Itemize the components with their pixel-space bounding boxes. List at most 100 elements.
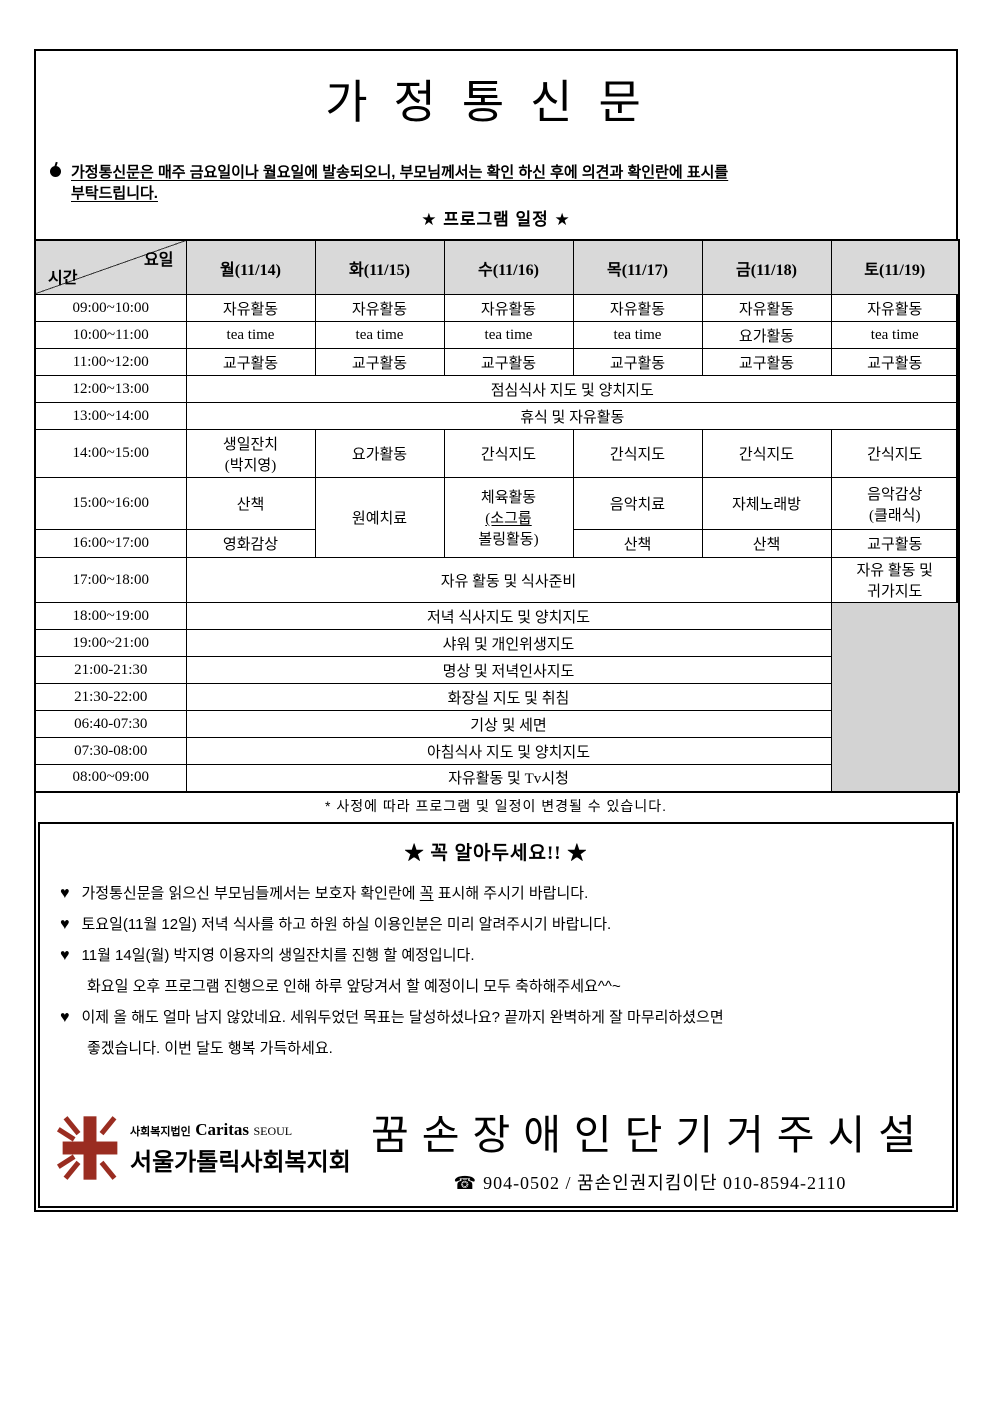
time-cell: 07:30-08:00 [34,737,187,765]
org-name: 서울가톨릭사회복지회 [130,1148,351,1176]
cell-line: 볼링활동) [478,532,539,548]
schedule-cell: 교구활동 [443,348,574,376]
time-cell: 13:00~14:00 [34,402,187,430]
schedule-cell-merged: 기상 및 세면 [185,710,832,738]
time-cell: 08:00~09:00 [34,764,187,792]
schedule-cell: 간식지도 [572,429,703,478]
facility-name: 꿈손장애인단기거주시설 [371,1112,929,1158]
schedule-cell: 교구활동 [185,348,316,376]
schedule-cell: 간식지도 [701,429,832,478]
heart-icon: ♥ [60,916,70,933]
schedule-row: 06:40-07:30 기상 및 세면 [34,710,959,738]
time-cell: 14:00~15:00 [34,429,187,478]
schedule-cell-merged: 자유 활동 및 식사준비 [185,557,832,603]
schedule-footnote: * 사정에 따라 프로그램 및 일정이 변경될 수 있습니다. [325,798,667,814]
notice-paragraph: 가정통신문은 매주 금요일이나 월요일에 발송되오니, 부모님께서는 확인 하신… [50,162,950,204]
schedule-cell-merged: 자유활동 및 Tv시청 [185,764,832,792]
time-cell: 10:00~11:00 [34,321,187,349]
schedule-row: 07:30-08:00 아침식사 지도 및 양치지도 [34,737,959,765]
schedule-cell-merged: 아침식사 지도 및 양치지도 [185,737,832,765]
schedule-header-row: 요일 시간 월(11/14) 화(11/15) 수(11/16) 목(11/17… [34,239,960,295]
corner-time-label: 시간 [48,270,78,287]
notice-line-1: 가정통신문은 매주 금요일이나 월요일에 발송되오니, 부모님께서는 확인 하신… [71,164,729,181]
time-cell: 09:00~10:00 [34,294,187,322]
schedule-cell: tea time [830,321,960,349]
schedule-cell: 간식지도 [443,429,574,478]
schedule-cell: 자유활동 [185,294,316,322]
note-text-pre: 가정통신문을 읽으신 부모님들께서는 보호자 확인란에 [81,885,420,902]
schedule-cell-merged: 샤워 및 개인위생지도 [185,629,832,657]
time-cell: 12:00~13:00 [34,375,187,403]
notes-box: ★ 꼭 알아두세요!! ★ ♥ 가정통신문을 읽으신 부모님들께서는 보호자 확… [38,822,954,1208]
time-cell: 21:30-22:00 [34,683,187,711]
schedule-cell-merged: 점심식사 지도 및 양치지도 [185,375,960,403]
schedule-cell: 음악치료 [572,477,703,530]
org-line1: 사회복지법인 Caritas SEOUL [130,1120,351,1140]
schedule-cell: 자유활동 [572,294,703,322]
schedule-row: 10:00~11:00 tea time tea time tea time t… [34,321,960,349]
schedule-row: 12:00~13:00 점심식사 지도 및 양치지도 [34,375,960,403]
cell-line-underlined: (소그룹 [485,511,532,527]
org-logo-block: 사회복지법인 Caritas SEOUL 서울가톨릭사회복지회 [54,1105,362,1191]
facility-block: 꿈손장애인단기거주시설 ☎ 904-0502 / 꿈손인권지킴이단 010-859… [362,1101,938,1195]
time-cell: 21:00-21:30 [34,656,187,684]
schedule-cell-merged: 휴식 및 자유활동 [185,402,960,430]
schedule-row: 13:00~14:00 휴식 및 자유활동 [34,402,960,430]
page-title: 가정통신문 [325,77,667,128]
facility-phone: ☎ 904-0502 / 꿈손인권지킴이단 010-8594-2110 [362,1169,938,1195]
schedule-row: 21:00-21:30 명상 및 저녁인사지도 [34,656,959,684]
time-cell: 15:00~16:00 [34,477,187,530]
schedule-cell: 자유활동 [701,294,832,322]
schedule-cell: 교구활동 [701,348,832,376]
schedule-cell-merged: 명상 및 저녁인사지도 [185,656,832,684]
phone-icon: ☎ [453,1173,478,1193]
day-header-tue: 화(11/15) [314,239,445,295]
schedule-cell: 교구활동 [830,348,960,376]
note-text-post: 표시해 주시기 바랍니다. [433,885,589,902]
day-header-mon: 월(11/14) [185,239,316,295]
schedule-cell: 자유활동 [830,294,960,322]
note-text: 토요일(11월 12일) 저녁 식사를 하고 하원 하실 이용인분은 미리 알려… [81,916,612,933]
notes-list: ♥ 가정통신문을 읽으신 부모님들께서는 보호자 확인란에 꼭 표시해 주시기 … [60,878,934,1064]
day-header-fri: 금(11/18) [701,239,832,295]
schedule-row: 14:00~15:00 생일잔치 (박지영) 요가활동 간식지도 간식지도 간식… [34,429,960,478]
schedule-cell: tea time [572,321,703,349]
time-cell: 16:00~17:00 [34,529,187,558]
time-cell: 17:00~18:00 [34,557,187,603]
time-cell: 18:00~19:00 [34,602,187,630]
schedule-cell: 자유활동 [314,294,445,322]
schedule-cell: 교구활동 [830,529,960,558]
note-item-continuation: 화요일 오후 프로그램 진행으로 인해 하루 앞당겨서 할 예정이니 모두 축하… [60,971,934,1002]
schedule-cell: 산책 [701,529,832,558]
schedule-cell-merged: 저녁 식사지도 및 양치지도 [185,602,832,630]
schedule-cell: tea time [185,321,316,349]
org-seoul-label: SEOUL [253,1123,293,1138]
org-type-label: 사회복지법인 [130,1125,191,1138]
schedule-cell: 간식지도 [830,429,960,478]
notes-heading: ★ 꼭 알아두세요!! ★ [404,843,588,864]
phone-numbers: 904-0502 / 꿈손인권지킴이단 010-8594-2110 [483,1173,847,1193]
schedule-cell: 자유활동 [443,294,574,322]
note-text: 이제 올 해도 얼마 남지 않았네요. 세워두었던 목표는 달성하셨나요? 끝까… [81,1009,724,1026]
schedule-row: 17:00~18:00 자유 활동 및 식사준비 자유 활동 및 귀가지도 [34,557,960,603]
heart-icon: ♥ [60,947,70,964]
corner-day-label: 요일 [144,252,174,269]
schedule-cell: 자체노래방 [701,477,832,530]
schedule-cell-merged: 원예치료 [314,477,445,558]
schedule-cell: 요가활동 [314,429,445,478]
org-text-block: 사회복지법인 Caritas SEOUL 서울가톨릭사회복지회 [130,1120,351,1177]
note-item: ♥ 토요일(11월 12일) 저녁 식사를 하고 하원 하실 이용인분은 미리 … [60,909,934,940]
schedule-cell: 요가활동 [701,321,832,349]
schedule-row: 16:00~17:00 영화감상 산책 산책 교구활동 [34,529,960,558]
program-schedule-table: 요일 시간 월(11/14) 화(11/15) 수(11/16) 목(11/17… [34,239,960,793]
schedule-cell: tea time [443,321,574,349]
schedule-cell: 영화감상 [185,529,316,558]
schedule-cell-merged: 화장실 지도 및 취침 [185,683,832,711]
schedule-row: 18:00~19:00 저녁 식사지도 및 양치지도 [34,602,960,792]
notice-text: 가정통신문은 매주 금요일이나 월요일에 발송되오니, 부모님께서는 확인 하신… [71,162,728,204]
cell-line: 체육활동 [480,490,537,506]
footer: 사회복지법인 Caritas SEOUL 서울가톨릭사회복지회 꿈손장애인단기거… [54,1096,938,1200]
